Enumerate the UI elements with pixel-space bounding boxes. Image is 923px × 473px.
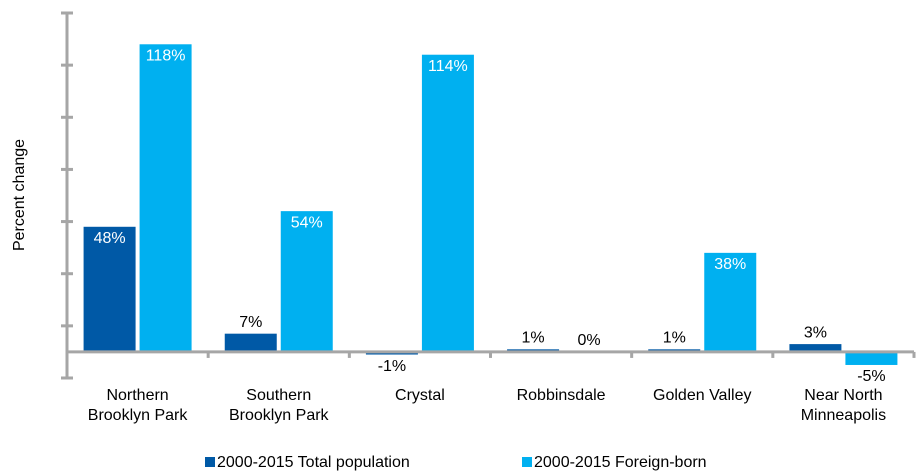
x-tick-label-line: Minneapolis <box>801 407 886 424</box>
x-tick-label-line: Northern <box>106 387 168 404</box>
x-tick-label: Robbinsdale <box>517 387 606 404</box>
data-label: 118% <box>146 48 186 65</box>
data-label: 3% <box>804 324 827 341</box>
data-label: 114% <box>428 58 468 75</box>
x-tick-label-line: Brooklyn Park <box>229 407 330 424</box>
x-tick-label: Near North Minneapolis <box>801 387 886 424</box>
bar <box>280 211 333 352</box>
data-label: 38% <box>714 256 746 273</box>
legend-swatch <box>522 457 532 467</box>
x-tick-label-line: Near North <box>804 387 882 404</box>
bar <box>83 226 136 352</box>
legend-swatch <box>205 457 215 467</box>
data-label: 54% <box>291 214 323 231</box>
y-axis-label: Percent change <box>11 139 28 251</box>
data-label: -5% <box>857 368 885 385</box>
x-tick-label: Golden Valley <box>653 387 751 404</box>
bar <box>224 333 277 352</box>
x-tick-label: Crystal <box>395 387 445 404</box>
bar <box>704 252 757 352</box>
legend-label: 2000-2015 Foreign-born <box>534 454 707 471</box>
x-tick-label: Southern Brooklyn Park <box>229 387 330 424</box>
bar <box>789 344 842 352</box>
data-label: 7% <box>239 314 262 331</box>
x-tick-label-line: Robbinsdale <box>517 387 606 404</box>
bar <box>421 54 474 352</box>
x-tick-label: Northern Brooklyn Park <box>88 387 189 424</box>
x-tick-label-line: Southern <box>246 387 311 404</box>
data-label: 1% <box>522 330 545 347</box>
bar <box>139 44 192 352</box>
bar <box>845 351 898 365</box>
x-tick-label-line: Crystal <box>395 387 445 404</box>
x-tick-label-line: Brooklyn Park <box>88 407 189 424</box>
x-tick-label-line: Golden Valley <box>653 387 751 404</box>
data-label: 0% <box>578 332 601 349</box>
legend-label: 2000-2015 Total population <box>217 454 410 471</box>
data-label: 48% <box>94 230 126 247</box>
data-label: -1% <box>378 358 406 375</box>
data-label: 1% <box>663 330 686 347</box>
